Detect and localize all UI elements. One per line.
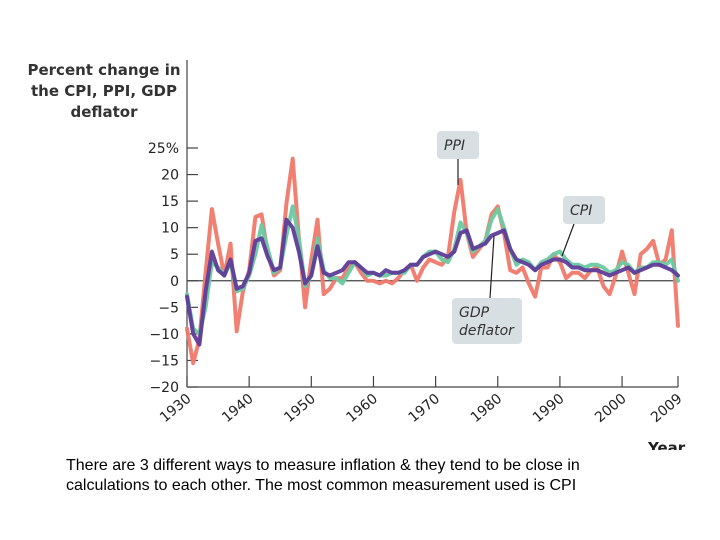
x-ticks: 1930 1940 1950 1960 1970 1980 1990 2000 2009 xyxy=(157,376,686,426)
y-tick-label: −5 xyxy=(158,300,179,316)
series-lines xyxy=(185,156,680,366)
callout-label-ppi: PPI xyxy=(444,138,465,154)
callout-box-ppi xyxy=(437,131,479,159)
callout-box-cpi xyxy=(563,196,605,224)
series-line-cpi xyxy=(185,204,680,336)
x-tick-label: 2000 xyxy=(592,391,630,426)
y-tick-label: 0 xyxy=(170,274,179,290)
y-tick-label: 10 xyxy=(161,221,179,237)
x-tick-label: 1940 xyxy=(219,391,257,426)
caption-text: There are 3 different ways to measure in… xyxy=(66,457,580,494)
x-tick-label: 1990 xyxy=(530,391,568,426)
y-tick-label: 5 xyxy=(170,247,179,263)
inflation-chart: Percent change in the CPI, PPI, GDP deflat… xyxy=(27,60,686,450)
y-tick-label: 15 xyxy=(161,194,179,210)
y-ticks: −20 −15 −10 −5 0 5 10 15 20 25% xyxy=(148,141,198,396)
series-line-gdp-deflator xyxy=(185,217,680,347)
series-line-ppi xyxy=(185,156,680,366)
y-tick-label: 20 xyxy=(161,168,179,184)
y-tick-label: −10 xyxy=(149,327,179,343)
callout-leader-gdp-deflator xyxy=(489,235,495,299)
callout-label-gdp-deflator: GDP xyxy=(459,305,490,321)
x-axis-title: Year xyxy=(647,439,686,450)
y-axis-title-line: deflator xyxy=(70,103,138,121)
y-tick-label: −15 xyxy=(149,353,179,369)
y-axis-title: Percent change in the CPI, PPI, GDP deflat… xyxy=(27,61,180,121)
y-axis-title-line: Percent change in xyxy=(27,61,180,79)
x-tick-label: 1960 xyxy=(343,391,381,426)
x-tick-label: 1980 xyxy=(468,391,506,426)
callout-leader-cpi xyxy=(561,223,575,257)
x-tick-label: 1930 xyxy=(157,391,195,426)
callout-label-cpi: CPI xyxy=(570,203,592,219)
x-tick-label: 1970 xyxy=(406,391,444,426)
y-axis-title-line: the CPI, PPI, GDP xyxy=(31,82,177,100)
callout-label-gdp-deflator: deflator xyxy=(459,323,515,339)
y-tick-label: −20 xyxy=(149,380,179,396)
x-tick-label: 2009 xyxy=(648,391,686,426)
callout-box-gdp-deflator xyxy=(452,298,522,344)
series-callouts: PPI CPI GDP deflator xyxy=(437,131,605,344)
y-tick-label: 25% xyxy=(148,141,179,157)
x-tick-label: 1950 xyxy=(281,391,319,426)
